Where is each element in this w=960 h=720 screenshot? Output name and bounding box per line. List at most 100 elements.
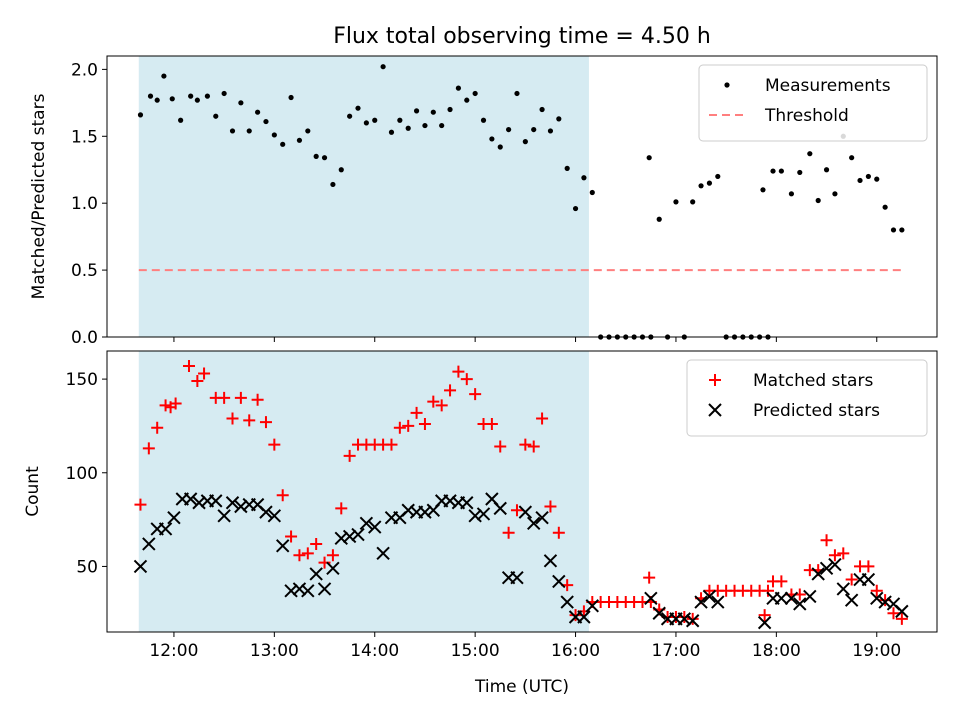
measurement-point [305, 128, 311, 134]
predicted-point [309, 567, 323, 581]
ratio-marks [137, 64, 905, 340]
predicted-point [351, 527, 365, 542]
measurement-point [765, 334, 771, 340]
measurement-point [397, 117, 403, 123]
predicted-point [644, 591, 658, 605]
measurement-point [564, 165, 570, 171]
matched-point [191, 374, 204, 387]
measurement-point [849, 155, 855, 161]
matched-point [151, 421, 164, 434]
measurement-point [823, 167, 830, 173]
measurement-point [363, 120, 369, 126]
predicted-point [702, 589, 717, 604]
count-axis-ticks: 50 100 150 [66, 370, 878, 637]
y-tick-label: 100 [66, 464, 98, 484]
measurement-point [748, 334, 754, 340]
x-axis-label: Time (UTC) [474, 677, 569, 697]
measurement-point [246, 128, 252, 134]
measurement-point [797, 169, 803, 176]
measurement-point [388, 129, 395, 135]
observing-window-shade [138, 351, 589, 632]
matched-point [686, 612, 699, 625]
measurement-point [347, 113, 353, 119]
measurement-point [706, 180, 713, 186]
measurement-point [372, 117, 378, 123]
legend-label: Threshold [764, 106, 849, 126]
measurement-point [589, 189, 595, 196]
measurement-point [405, 125, 411, 131]
matched-point [410, 406, 423, 419]
measurement-point [656, 216, 662, 222]
predicted-point [326, 561, 340, 576]
predicted-point [677, 612, 692, 626]
predicted-point [552, 574, 566, 589]
predicted-point [192, 496, 206, 510]
measurement-point [422, 122, 428, 129]
measurement-point [606, 334, 612, 340]
measurement-point [788, 191, 795, 197]
x-tick-label: 13:00 [250, 641, 299, 661]
matched-point [494, 440, 507, 453]
predicted-point [376, 546, 390, 561]
legend-handle [709, 374, 721, 386]
matched-point [544, 500, 557, 513]
chart-title: Flux total observing time = 4.50 h [333, 24, 711, 49]
matched-point [452, 365, 465, 378]
y-tick-label: 0.0 [71, 328, 98, 348]
measurement-point [681, 334, 687, 340]
predicted-point [685, 614, 700, 628]
matched-point [569, 609, 582, 622]
matched-point [293, 549, 306, 562]
y-tick-label: 1.0 [71, 194, 98, 214]
matched-point [887, 607, 900, 620]
measurement-point [857, 177, 863, 184]
measurement-point [439, 122, 445, 129]
predicted-point [334, 531, 348, 546]
measurement-point [194, 97, 200, 103]
x-tick-label: 14:00 [350, 641, 399, 661]
matched-point [182, 359, 195, 372]
predicted-point [694, 595, 708, 609]
matched-point [775, 575, 788, 588]
predicted-point [861, 572, 876, 587]
matched-point [169, 397, 182, 410]
matched-point [444, 384, 457, 397]
count-y-axis-label: Count [23, 466, 43, 517]
matched-point [226, 412, 239, 425]
measurement-point [188, 93, 194, 99]
ratio-panel: 0.00.51.01.52.0 Matched/Predicted stars … [29, 55, 938, 348]
matched-point [828, 549, 841, 562]
x-tick-label: 15:00 [451, 641, 500, 661]
ratio-y-axis-label: Matched/Predicted stars [29, 93, 49, 299]
predicted-point [317, 582, 332, 596]
measurement-point [631, 334, 637, 340]
measurement-point [522, 139, 528, 145]
measurement-point [263, 118, 269, 125]
measurement-point [296, 137, 303, 143]
measurement-point [355, 105, 361, 111]
legend-handle [724, 82, 730, 88]
measurement-point [723, 334, 729, 340]
measurement-point [161, 73, 167, 79]
matched-point [427, 395, 440, 408]
measurement-point [690, 199, 696, 205]
legend-label: Matched stars [753, 371, 873, 391]
matched-point [761, 584, 774, 597]
count-panel: 50 100 150 Count Matched stars Predicted st… [23, 350, 938, 637]
predicted-point [784, 591, 799, 605]
predicted-point [543, 554, 558, 568]
predicted-point [292, 582, 307, 596]
x-tick-label: 17:00 [651, 641, 700, 661]
x-tick-label: 16:00 [551, 641, 600, 661]
predicted-point [359, 516, 374, 531]
matched-point [460, 373, 473, 386]
measurement-point [380, 64, 386, 70]
predicted-point [793, 597, 807, 611]
measurement-point [807, 151, 813, 157]
legend-label: Predicted stars [753, 401, 880, 421]
measurement-point [664, 334, 671, 340]
measurement-point [464, 97, 470, 103]
matched-point [519, 438, 532, 451]
measurement-point [137, 112, 144, 118]
